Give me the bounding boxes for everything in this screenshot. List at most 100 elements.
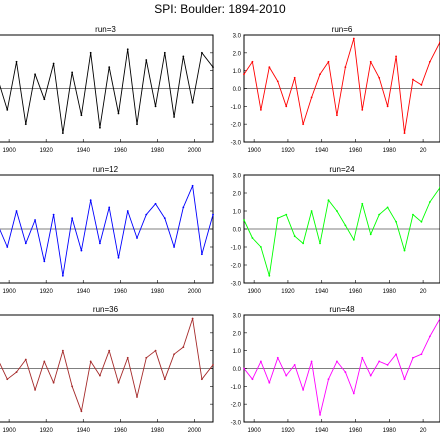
panel-2-ytick-label: -1.0 bbox=[231, 105, 242, 111]
panel-3-data-point bbox=[200, 253, 203, 256]
panel-4-data-point bbox=[319, 242, 321, 245]
panel-3-data-point bbox=[43, 260, 46, 263]
panel-6-data-point bbox=[293, 364, 296, 366]
panel-6-data-point bbox=[420, 353, 423, 356]
panel-4-data-point bbox=[259, 246, 262, 248]
panel-2-data-point bbox=[428, 60, 431, 63]
panel-6-data-point bbox=[268, 381, 271, 384]
panel-3-data-point bbox=[34, 219, 36, 221]
panel-3-data-point bbox=[89, 199, 92, 202]
panel-6-xtick-label: 1900 bbox=[247, 428, 261, 434]
panel-1-xtick-label: 1920 bbox=[40, 148, 54, 154]
panel-1-xtick-label: 1960 bbox=[114, 148, 128, 154]
panel-1-data-point bbox=[154, 105, 157, 108]
panel-2-data-point bbox=[344, 66, 347, 68]
panel-5-title: run=36 bbox=[93, 305, 119, 314]
panel-3-title: run=12 bbox=[93, 165, 119, 174]
panel-3-data-point bbox=[6, 246, 9, 248]
panel-1-xtick-label: 1940 bbox=[77, 148, 91, 154]
panel-1-data-point bbox=[61, 132, 64, 134]
panel-4-data-point bbox=[310, 210, 313, 212]
panel-2-data-point bbox=[352, 37, 355, 40]
panel-5-data-point bbox=[126, 356, 129, 359]
panel-5-xtick-label: 1920 bbox=[40, 428, 54, 434]
panel-6-ytick-label: -1.0 bbox=[231, 385, 242, 391]
panel-5-series-line bbox=[0, 318, 214, 412]
panel-6-data-point bbox=[369, 374, 372, 377]
panel-2-data-point bbox=[259, 109, 262, 111]
panel-2-data-point bbox=[276, 80, 279, 83]
panel-3-xtick-label: 1920 bbox=[40, 289, 54, 295]
panel-5-data-point bbox=[24, 358, 27, 361]
panel-1-xtick-label: 2000 bbox=[188, 148, 202, 154]
panel-2-data-point bbox=[395, 55, 397, 58]
panel-3-data-point bbox=[52, 213, 55, 216]
panel-2-data-point bbox=[285, 105, 288, 108]
panel-3-xtick-label: 1960 bbox=[114, 289, 128, 295]
panel-4-data-point bbox=[420, 220, 423, 223]
panel-2-data-point bbox=[336, 114, 338, 117]
panel-1-data-point bbox=[212, 66, 214, 68]
panel-2-xtick-label: 1920 bbox=[281, 148, 295, 154]
panel-3-data-point bbox=[15, 210, 18, 212]
panel-5-data-point bbox=[191, 317, 194, 320]
panel-4-data-point bbox=[285, 213, 288, 216]
panel-1-xtick-label: 1980 bbox=[151, 148, 165, 154]
panel-5-xtick-label: 1900 bbox=[2, 428, 16, 434]
panel-6-xtick-label: 20 bbox=[420, 428, 427, 434]
panel-6-xtick-label: 1960 bbox=[349, 428, 363, 434]
panel-2-data-point bbox=[293, 76, 296, 79]
panel-4-series-line bbox=[243, 187, 440, 277]
panel-6-data-point bbox=[428, 335, 431, 338]
panel-2-ytick-label: -3.0 bbox=[231, 141, 242, 147]
panel-4-data-point bbox=[243, 219, 245, 221]
panel-4-ytick-label: 0.0 bbox=[233, 228, 242, 234]
panel-2-xtick-label: 1940 bbox=[315, 148, 329, 154]
panel-6-data-point bbox=[243, 367, 245, 370]
panel-1-data-point bbox=[117, 112, 120, 115]
panel-5-xtick-label: 2000 bbox=[188, 428, 202, 434]
panel-6-ytick-label: -3.0 bbox=[231, 421, 242, 427]
panel-4-ytick-label: 3.0 bbox=[233, 174, 242, 180]
panel-2-data-point bbox=[268, 66, 271, 68]
panel-6-data-point bbox=[344, 371, 347, 373]
panel-4-data-point bbox=[361, 202, 364, 205]
panel-4-ytick-label: -3.0 bbox=[231, 282, 242, 288]
panel-6-data-point bbox=[259, 360, 262, 363]
panel-6-data-point bbox=[361, 356, 364, 359]
panel-4-data-point bbox=[344, 224, 347, 227]
panel-3-data-point bbox=[145, 213, 148, 216]
panel-1-title: run=3 bbox=[95, 25, 116, 34]
panel-2-data-point bbox=[386, 105, 389, 108]
panel-4-xtick-label: 1940 bbox=[315, 289, 329, 295]
panel-2-data-point bbox=[243, 73, 245, 76]
panel-5-xtick-label: 1960 bbox=[114, 428, 128, 434]
panel-2-data-point bbox=[420, 84, 423, 86]
panel-6-data-point bbox=[378, 360, 381, 363]
panel-5-xtick-label: 1940 bbox=[77, 428, 91, 434]
panel-4-data-point bbox=[251, 237, 254, 239]
panel-1-data-point bbox=[145, 59, 148, 61]
panel-5-data-point bbox=[43, 360, 46, 363]
panel-5-data-point bbox=[117, 381, 120, 384]
panel-5-data-point bbox=[145, 356, 148, 359]
panel-6-ytick-label: 3.0 bbox=[233, 314, 242, 320]
panel-6-data-point bbox=[395, 353, 397, 356]
panel-2-data-point bbox=[310, 96, 313, 99]
panel-4-xtick-label: 1900 bbox=[247, 289, 261, 295]
panel-4-ytick-label: 1.0 bbox=[233, 210, 242, 216]
panel-3-data-point bbox=[108, 206, 111, 209]
panel-6-data-point bbox=[403, 378, 406, 381]
panel-3-data-point bbox=[71, 217, 74, 220]
panel-2-data-point bbox=[412, 78, 414, 81]
panel-4-data-point bbox=[378, 213, 381, 216]
panel-4-data-point bbox=[336, 210, 338, 212]
panel-1-data-point bbox=[191, 101, 194, 104]
panel-2-series-line bbox=[243, 38, 440, 134]
panel-3-data-point bbox=[24, 242, 27, 245]
panel-5-data-point bbox=[71, 385, 74, 388]
panel-3-data-point bbox=[191, 184, 194, 187]
panel-1-data-point bbox=[108, 66, 111, 68]
panel-6-ytick-label: 0.0 bbox=[233, 367, 242, 373]
